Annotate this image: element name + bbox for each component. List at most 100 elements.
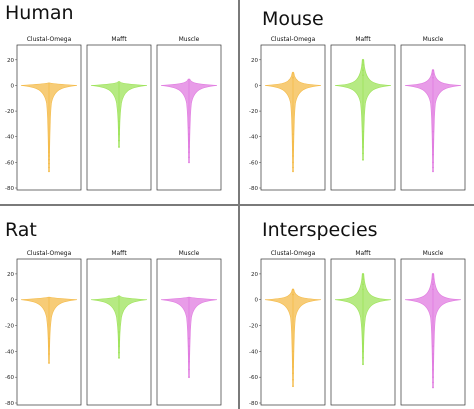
outlier-point-human-muscle xyxy=(188,156,190,159)
outlier-point-interspecies-clustal-omega xyxy=(292,378,294,381)
outlier-point-rat-muscle xyxy=(188,376,190,379)
outlier-point-interspecies-mafft xyxy=(362,288,364,291)
outlier-point-interspecies-muscle xyxy=(432,376,434,379)
outlier-point-mouse-mafft xyxy=(362,158,364,161)
outlier-point-rat-clustal-omega xyxy=(48,353,50,355)
outlier-point-mouse-mafft xyxy=(362,69,364,71)
outlier-point-mouse-muscle xyxy=(432,146,434,148)
outlier-point-mouse-clustal-omega xyxy=(292,166,294,169)
outlier-point-mouse-mafft xyxy=(362,64,364,66)
outlier-point-human-mafft xyxy=(118,133,120,136)
outlier-point-rat-muscle xyxy=(188,353,190,355)
y-tick-label-rat: 20 xyxy=(7,272,14,278)
outlier-point-human-muscle xyxy=(188,133,190,136)
outlier-point-rat-muscle xyxy=(188,360,190,363)
panel-title-interspecies-mafft: Mafft xyxy=(355,250,371,257)
outlier-point-mouse-clustal-omega xyxy=(292,161,294,164)
outlier-point-rat-muscle xyxy=(188,368,190,371)
outlier-point-mouse-clustal-omega xyxy=(292,76,294,79)
outlier-point-interspecies-clustal-omega xyxy=(292,372,294,375)
y-tick-label-interspecies: -40 xyxy=(249,349,258,355)
outlier-point-rat-mafft xyxy=(118,331,120,333)
outlier-point-interspecies-clustal-omega xyxy=(292,288,294,291)
outlier-point-interspecies-muscle xyxy=(432,278,434,280)
y-tick-label-mouse: -60 xyxy=(249,160,258,166)
panel-title-rat-muscle: Muscle xyxy=(179,250,200,257)
outlier-point-mouse-clustal-omega xyxy=(292,71,294,74)
outlier-point-mouse-muscle xyxy=(432,76,434,79)
outlier-point-mouse-clustal-omega xyxy=(292,155,294,157)
outlier-point-interspecies-clustal-omega xyxy=(292,293,294,296)
outlier-point-mouse-mafft xyxy=(362,130,364,133)
y-tick-label-rat: -40 xyxy=(5,349,14,355)
y-tick-label-human: 0 xyxy=(11,83,15,89)
outlier-point-human-mafft xyxy=(118,139,120,142)
outlier-point-mouse-muscle xyxy=(432,73,434,75)
outlier-point-human-muscle xyxy=(188,161,190,164)
outlier-point-mouse-muscle xyxy=(432,69,434,71)
y-tick-label-human: 20 xyxy=(7,58,14,64)
outlier-point-interspecies-muscle xyxy=(432,353,434,355)
panel-title-mouse-mafft: Mafft xyxy=(355,36,371,43)
outlier-point-human-clustal-omega xyxy=(48,170,50,173)
outlier-point-mouse-muscle xyxy=(432,170,434,173)
quadrant-title-rat: Rat xyxy=(5,219,37,241)
outlier-point-rat-muscle xyxy=(188,345,190,348)
outlier-point-human-clustal-omega xyxy=(48,158,50,161)
quadrant-title-interspecies: Interspecies xyxy=(262,219,378,241)
outlier-point-mouse-mafft xyxy=(362,152,364,155)
y-tick-label-interspecies: -20 xyxy=(249,324,258,330)
outlier-point-interspecies-clustal-omega xyxy=(292,385,294,388)
panel-title-human-muscle: Muscle xyxy=(179,36,200,43)
outlier-point-rat-clustal-omega xyxy=(48,362,50,364)
outlier-point-human-muscle xyxy=(188,139,190,142)
y-tick-label-interspecies: 20 xyxy=(251,272,258,278)
outlier-point-rat-clustal-omega xyxy=(48,337,50,340)
panel-title-human-mafft: Mafft xyxy=(111,36,127,43)
y-tick-label-human: -80 xyxy=(5,186,14,192)
y-tick-label-mouse: 0 xyxy=(255,83,259,89)
outlier-point-mouse-clustal-omega xyxy=(292,133,294,136)
outlier-point-human-muscle xyxy=(188,151,190,154)
y-tick-label-human: -60 xyxy=(5,160,14,166)
horizontal-divider xyxy=(0,204,474,206)
outlier-point-human-clustal-omega xyxy=(48,155,50,157)
outlier-point-interspecies-muscle xyxy=(432,288,434,291)
outlier-point-interspecies-muscle xyxy=(432,273,434,275)
outlier-point-interspecies-muscle xyxy=(432,381,434,384)
outlier-point-mouse-mafft xyxy=(362,74,364,77)
outlier-point-human-clustal-omega xyxy=(48,166,50,169)
panel-title-rat-clustal-omega: Clustal-Omega xyxy=(27,250,72,257)
outlier-point-mouse-mafft xyxy=(362,138,364,141)
y-tick-label-interspecies: 0 xyxy=(255,298,259,304)
outlier-point-interspecies-muscle xyxy=(432,386,434,389)
outlier-point-mouse-muscle xyxy=(432,130,434,133)
outlier-point-interspecies-muscle xyxy=(432,283,434,286)
panel-title-mouse-muscle: Muscle xyxy=(423,36,444,43)
outlier-point-mouse-clustal-omega xyxy=(292,140,294,143)
y-tick-label-mouse: -80 xyxy=(249,186,258,192)
outlier-point-mouse-muscle xyxy=(432,161,434,164)
y-tick-label-human: -40 xyxy=(5,135,14,141)
outlier-point-interspecies-mafft xyxy=(362,350,364,353)
outlier-point-human-muscle xyxy=(188,126,190,129)
outlier-point-interspecies-clustal-omega xyxy=(292,358,294,361)
panel-title-interspecies-muscle: Muscle xyxy=(423,250,444,257)
outlier-point-interspecies-muscle xyxy=(432,360,434,363)
outlier-point-mouse-muscle xyxy=(432,153,434,156)
quadrant-title-mouse: Mouse xyxy=(262,8,324,30)
outlier-point-interspecies-mafft xyxy=(362,283,364,286)
outlier-point-interspecies-mafft xyxy=(362,342,364,345)
y-tick-label-mouse: -20 xyxy=(249,109,258,115)
y-tick-label-interspecies: -80 xyxy=(249,401,258,407)
panel-title-mouse-clustal-omega: Clustal-Omega xyxy=(271,36,316,43)
outlier-point-mouse-muscle xyxy=(432,138,434,141)
outlier-point-rat-mafft xyxy=(118,356,120,359)
outlier-point-rat-muscle xyxy=(188,337,190,340)
outlier-point-interspecies-clustal-omega xyxy=(292,350,294,353)
outlier-point-interspecies-mafft xyxy=(362,363,364,366)
y-tick-label-rat: -60 xyxy=(5,375,14,381)
quadrant-title-human: Human xyxy=(5,2,74,24)
